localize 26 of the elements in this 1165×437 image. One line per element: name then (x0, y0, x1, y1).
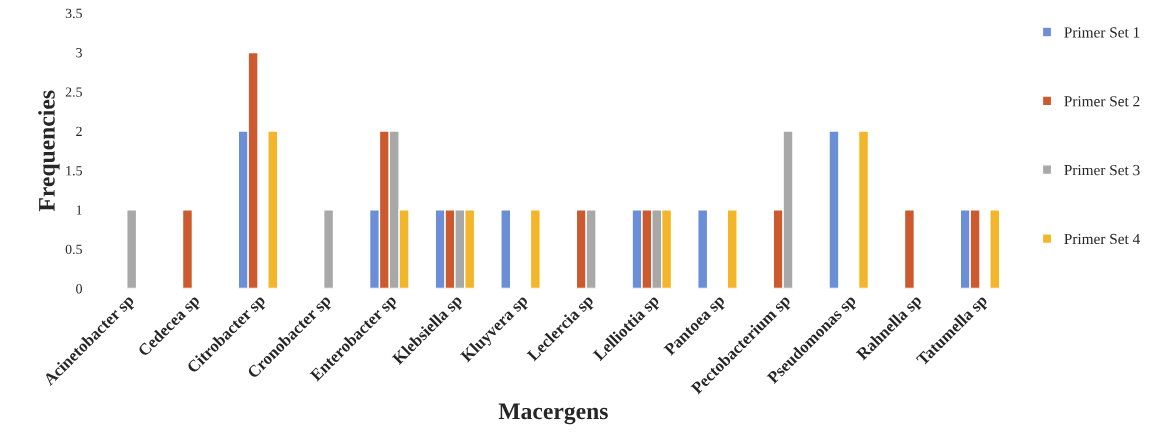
bar (267, 130, 279, 289)
bar (726, 209, 738, 289)
bar (322, 209, 335, 289)
y-tick-label: 1.5 (66, 166, 82, 176)
y-tick-label: 2 (76, 126, 82, 136)
y-axis-title: Frequencies (38, 90, 60, 212)
legend-label: Primer Set 4 (1064, 233, 1140, 245)
y-tick-label: 2.5 (65, 87, 82, 97)
bar (500, 209, 512, 289)
x-axis-title: Macergens (498, 403, 608, 425)
bar (126, 209, 138, 289)
y-tick-label: 1 (76, 205, 82, 215)
bar (857, 130, 870, 289)
y-tick-label: 3.5 (65, 8, 82, 19)
y-tick-label: 0.5 (65, 244, 82, 255)
legend-label: Primer Set 2 (1064, 96, 1140, 107)
bar (828, 130, 840, 289)
bar (989, 209, 1001, 289)
legend-label: Primer Set 1 (1064, 27, 1140, 38)
y-tick-label: 0 (76, 284, 82, 294)
legend-label: Primer Set 3 (1064, 164, 1140, 176)
bar (903, 209, 916, 289)
bar (697, 209, 709, 289)
bar (181, 209, 194, 289)
y-tick-label: 3 (76, 48, 82, 58)
bar (529, 209, 541, 289)
